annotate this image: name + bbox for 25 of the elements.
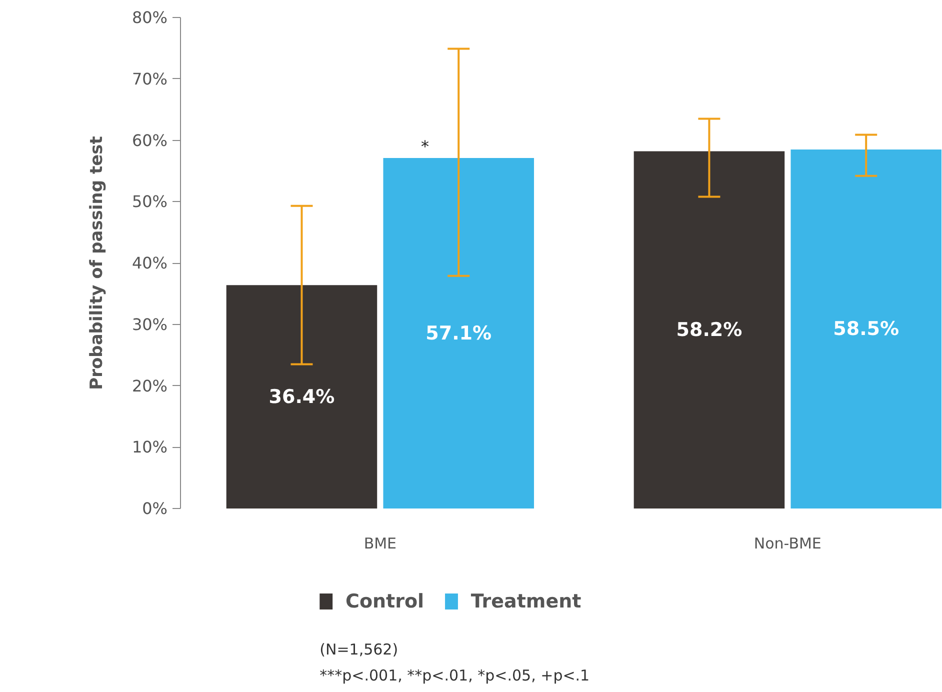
legend-label: Control — [346, 590, 424, 612]
y-tick-label: 70% — [132, 69, 168, 88]
text: 57.1% — [426, 322, 492, 344]
y-tick-label: 60% — [132, 130, 168, 150]
y-tick-label: 50% — [132, 192, 168, 212]
y-axis-title: Probability of passing test — [86, 136, 107, 390]
text: ***p<.001, **p<.01, *p<.05, +p<.1 — [320, 666, 590, 684]
annotation: * — [420, 137, 429, 156]
bar — [634, 151, 785, 508]
y-tick-label: 10% — [132, 438, 168, 457]
bar — [383, 158, 534, 508]
text: 58.2% — [676, 318, 742, 341]
y-tick-label: 20% — [132, 376, 168, 396]
bar — [790, 149, 942, 508]
x-tick-label: BME — [364, 534, 397, 552]
x-tick-label: Non-BME — [754, 534, 822, 552]
y-tick-label: 80% — [132, 8, 168, 27]
text: 36.4% — [268, 386, 335, 408]
y-tick-label: 30% — [132, 314, 168, 334]
bar — [226, 285, 378, 508]
text: (N=1,562) — [320, 640, 398, 658]
y-tick-label: 0% — [142, 499, 168, 518]
legend-label: Treatment — [470, 590, 582, 612]
y-tick-label: 40% — [132, 254, 168, 272]
text: 58.5% — [833, 318, 900, 340]
